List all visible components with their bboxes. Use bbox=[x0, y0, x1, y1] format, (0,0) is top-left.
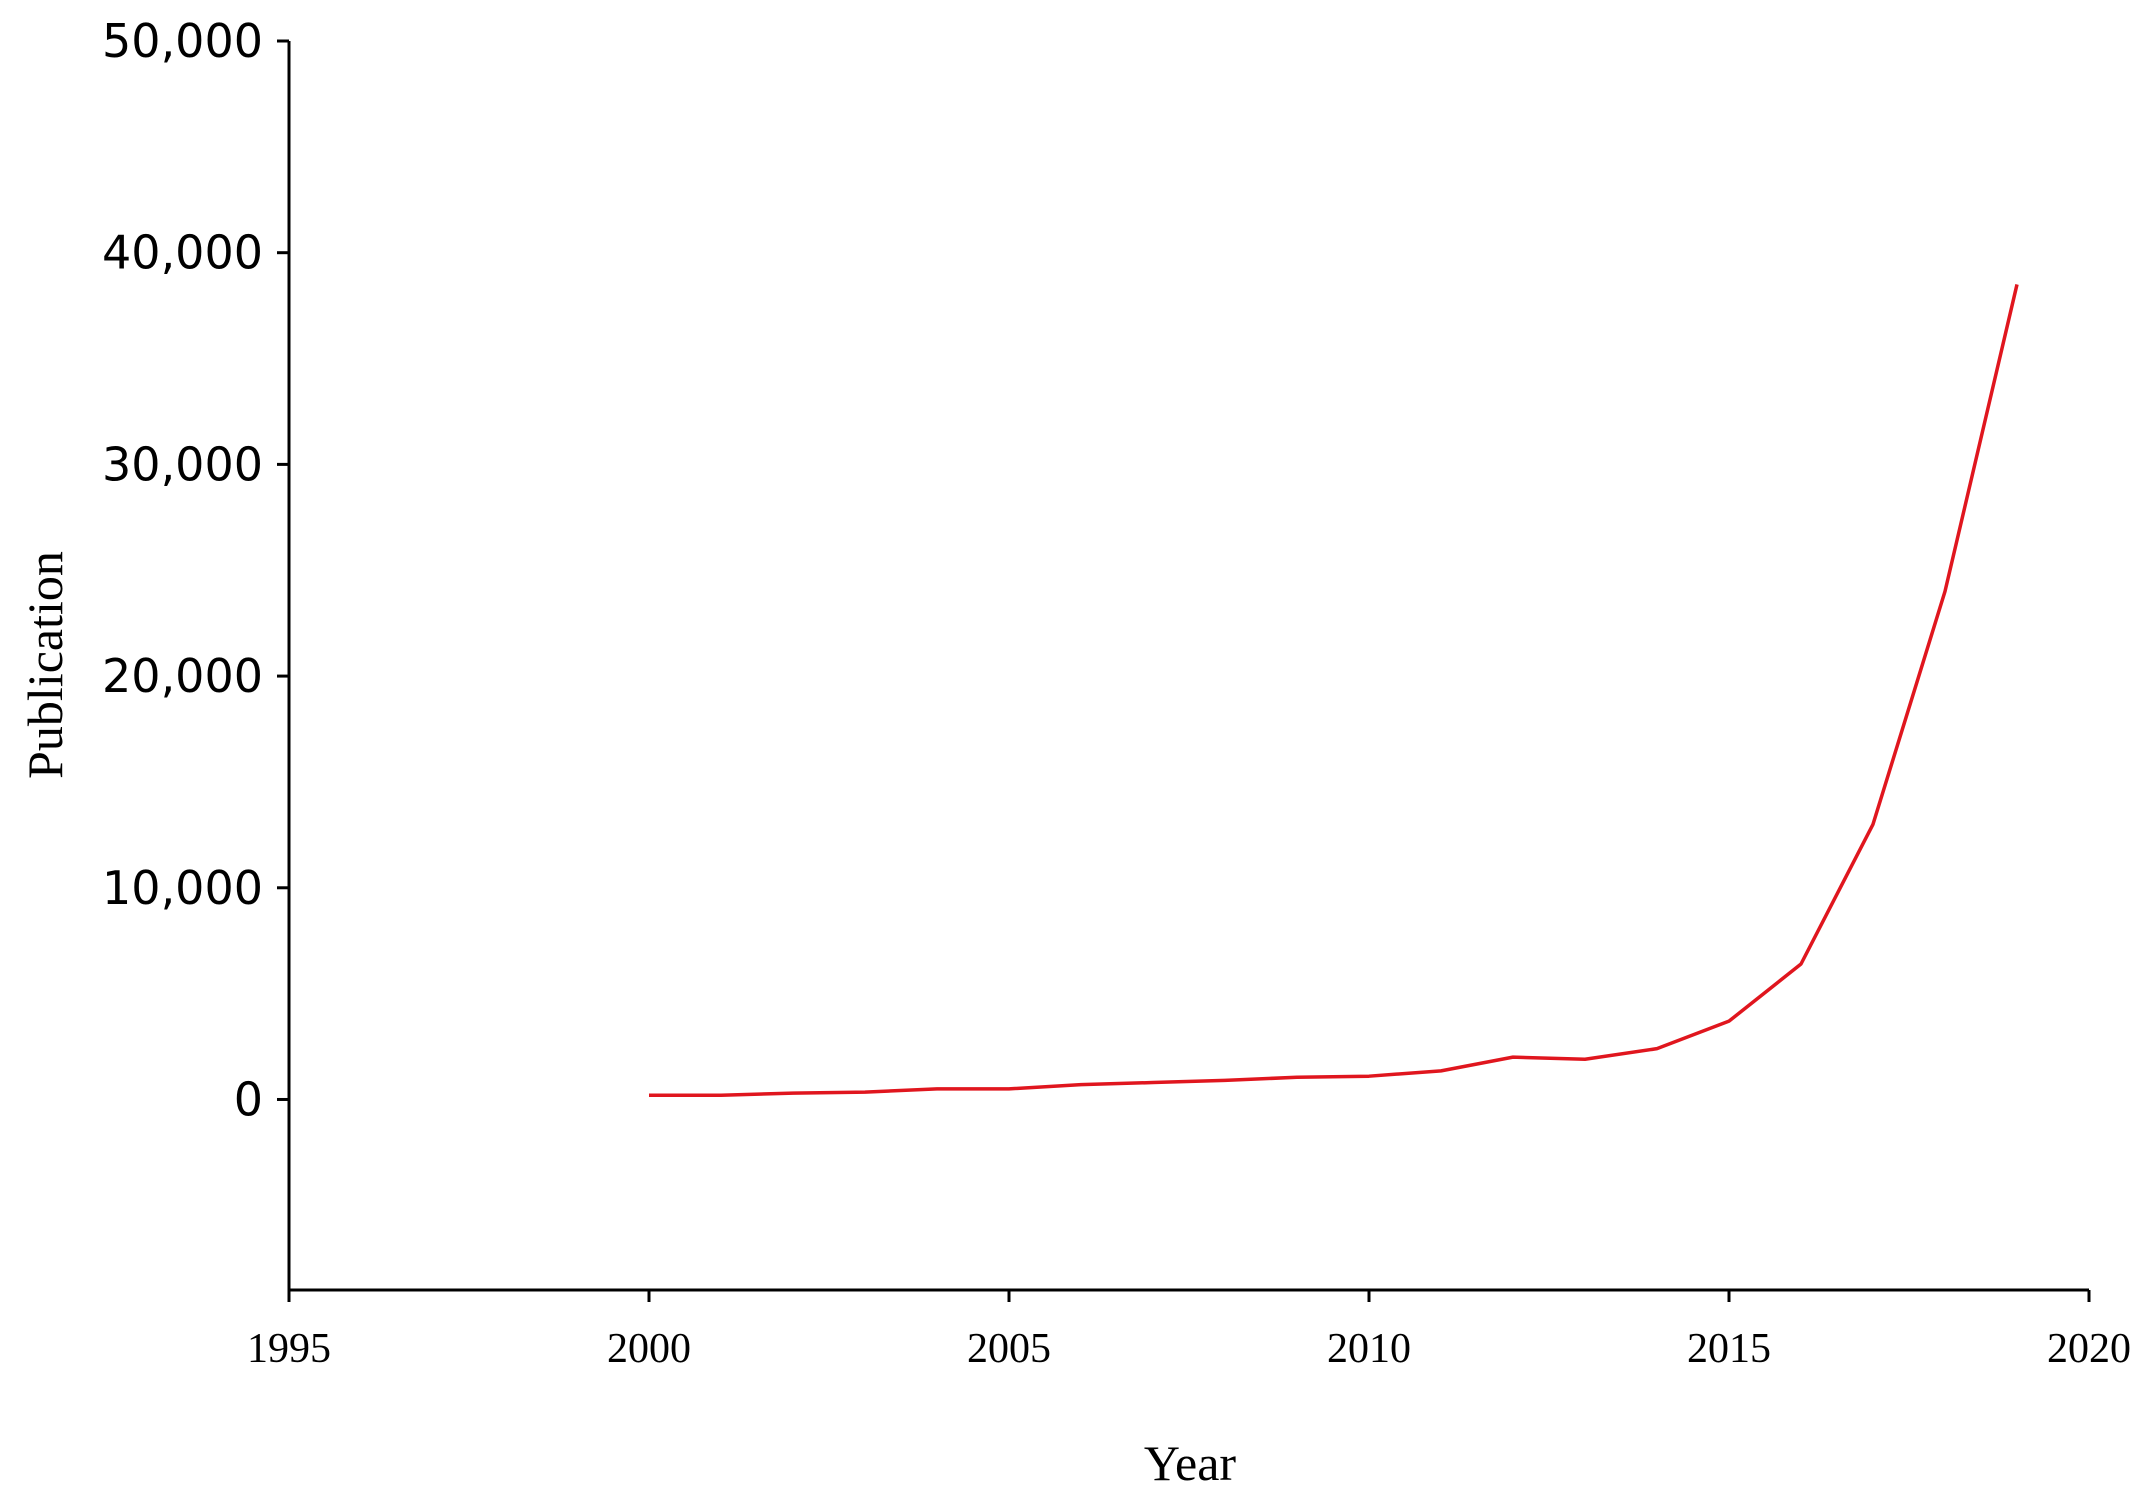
x-tick-label: 2015 bbox=[1687, 1326, 1771, 1372]
x-tick-label: 2010 bbox=[1327, 1326, 1411, 1372]
y-tick-label: 50,000 bbox=[102, 14, 263, 68]
y-axis-label: Publication bbox=[17, 551, 73, 779]
y-tick-label: 40,000 bbox=[102, 226, 263, 280]
x-tick-label: 1995 bbox=[247, 1326, 331, 1372]
y-tick-label: 10,000 bbox=[102, 861, 263, 915]
y-tick-label: 0 bbox=[234, 1072, 263, 1126]
x-tick-label: 2005 bbox=[967, 1326, 1051, 1372]
x-tick-label: 2000 bbox=[607, 1326, 691, 1372]
data-line bbox=[649, 284, 2019, 1097]
x-axis-label: Year bbox=[1144, 1435, 1236, 1491]
y-tick-label: 20,000 bbox=[102, 649, 263, 703]
y-tick-label: 30,000 bbox=[102, 437, 263, 491]
x-tick-label: 2020 bbox=[2047, 1326, 2131, 1372]
